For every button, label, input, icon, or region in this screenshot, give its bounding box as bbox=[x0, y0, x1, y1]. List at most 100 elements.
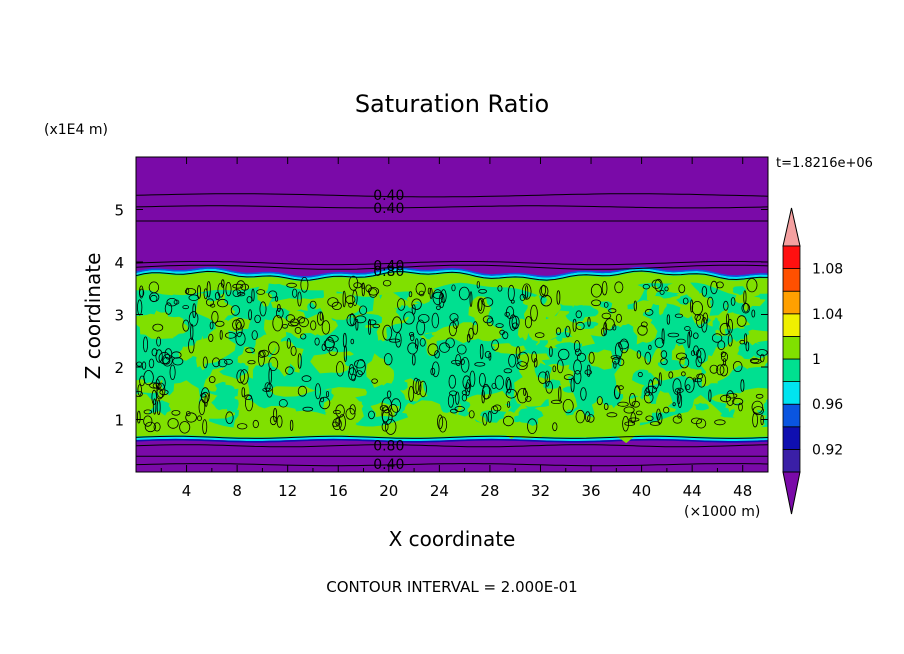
contour-cell bbox=[454, 405, 465, 412]
contour-cell bbox=[256, 289, 266, 295]
green-patch bbox=[648, 303, 661, 321]
contour-label: 0.80 bbox=[373, 439, 404, 455]
green-patch bbox=[223, 384, 235, 396]
contour-label: 0.40 bbox=[373, 259, 404, 275]
contour-cell bbox=[430, 367, 436, 376]
contour-cell bbox=[235, 318, 245, 330]
contour-cell bbox=[188, 311, 199, 327]
contour-cell bbox=[667, 332, 680, 338]
contour-cell bbox=[587, 316, 591, 327]
green-patch bbox=[672, 322, 686, 336]
contour-cell bbox=[507, 284, 515, 302]
green-patch bbox=[516, 406, 544, 426]
green-patch bbox=[258, 306, 278, 321]
contour-cell bbox=[681, 371, 686, 377]
x-tick-label: 44 bbox=[683, 482, 702, 500]
contour-cell bbox=[275, 296, 279, 302]
contour-cell bbox=[389, 338, 401, 343]
contour-cell bbox=[558, 386, 562, 402]
green-patch bbox=[487, 301, 517, 312]
contour-cell bbox=[439, 342, 450, 353]
contour-cell bbox=[663, 406, 670, 414]
contour-cell bbox=[732, 397, 744, 406]
contour-cell bbox=[666, 314, 671, 325]
contour-cell bbox=[214, 291, 221, 301]
contour-cell bbox=[615, 313, 622, 323]
green-patch bbox=[156, 301, 180, 314]
contour-cell bbox=[587, 414, 595, 423]
contour-cell bbox=[456, 344, 467, 355]
contour-cell bbox=[684, 376, 695, 393]
contour-cell bbox=[143, 409, 153, 415]
colorbar-swatch bbox=[782, 381, 801, 405]
contour-cell bbox=[197, 415, 202, 422]
contour-cell bbox=[382, 324, 393, 341]
contour-cell bbox=[493, 404, 502, 412]
contour-cell bbox=[225, 332, 237, 339]
contour-cell bbox=[273, 407, 278, 422]
contour-cell bbox=[349, 404, 356, 415]
contour-cell bbox=[573, 340, 581, 353]
contour-cell bbox=[251, 330, 258, 341]
contour-cell bbox=[139, 288, 145, 297]
contour-cell bbox=[588, 351, 595, 364]
colorbar-tick-label: 0.96 bbox=[812, 397, 843, 413]
contour-cell bbox=[472, 321, 479, 335]
contour-cell bbox=[202, 419, 208, 435]
contour-cell bbox=[544, 370, 550, 387]
contour-cell bbox=[549, 346, 553, 358]
contour-cell bbox=[740, 379, 745, 392]
contour-cell bbox=[349, 313, 355, 326]
x-tick-label: 32 bbox=[531, 482, 550, 500]
contour-cell bbox=[694, 378, 702, 383]
contour-cell bbox=[348, 302, 353, 308]
contour-cell bbox=[478, 372, 486, 387]
contour-cell bbox=[660, 350, 668, 359]
contour-label: 0.40 bbox=[373, 201, 404, 217]
contour-cell bbox=[672, 402, 676, 407]
contour-cell bbox=[245, 347, 256, 354]
contour-cell bbox=[743, 302, 749, 313]
contour-cell bbox=[623, 406, 635, 414]
contour-cell bbox=[600, 327, 607, 337]
contour-cell bbox=[614, 281, 624, 294]
contour-cell bbox=[232, 283, 244, 289]
contour-cell bbox=[656, 408, 661, 421]
contour-cell bbox=[437, 414, 444, 430]
contour-cell bbox=[648, 344, 652, 350]
x-tick-label: 24 bbox=[430, 482, 449, 500]
contour-cell bbox=[572, 318, 577, 332]
contour-cell bbox=[521, 283, 532, 300]
contour-cell bbox=[186, 410, 191, 417]
contour-cell bbox=[524, 316, 533, 329]
y-axis-label: Z coordinate bbox=[81, 253, 105, 380]
contour-cell bbox=[209, 321, 214, 330]
band-upper-edge bbox=[136, 268, 768, 281]
contour-cell bbox=[556, 290, 561, 305]
contour-cell bbox=[241, 387, 246, 398]
contour-cell bbox=[179, 421, 191, 434]
contour-cell bbox=[468, 410, 475, 419]
green-patch bbox=[603, 325, 625, 344]
colorbar-tick-label: 1 bbox=[812, 352, 821, 368]
contour-cell bbox=[232, 319, 242, 331]
contour-cell bbox=[332, 418, 342, 431]
contour-cell bbox=[217, 298, 229, 308]
contour-cell bbox=[633, 300, 637, 312]
contour-cell bbox=[676, 388, 681, 405]
contour-cell bbox=[416, 319, 426, 336]
contour-cell bbox=[415, 378, 422, 395]
contour-cell bbox=[182, 305, 190, 310]
contour-cell bbox=[208, 333, 214, 342]
contour-cell bbox=[148, 358, 155, 369]
contour-cell bbox=[278, 399, 288, 408]
contour-cell bbox=[644, 308, 654, 316]
contour-cell bbox=[716, 281, 724, 289]
light-patch bbox=[737, 329, 768, 344]
contour-cell bbox=[436, 305, 441, 311]
contour-cell bbox=[505, 376, 511, 390]
light-patch bbox=[168, 380, 200, 413]
colorbar-tick-label: 1.08 bbox=[812, 262, 843, 278]
contour-cell bbox=[635, 410, 643, 416]
contour-cell bbox=[727, 318, 733, 334]
